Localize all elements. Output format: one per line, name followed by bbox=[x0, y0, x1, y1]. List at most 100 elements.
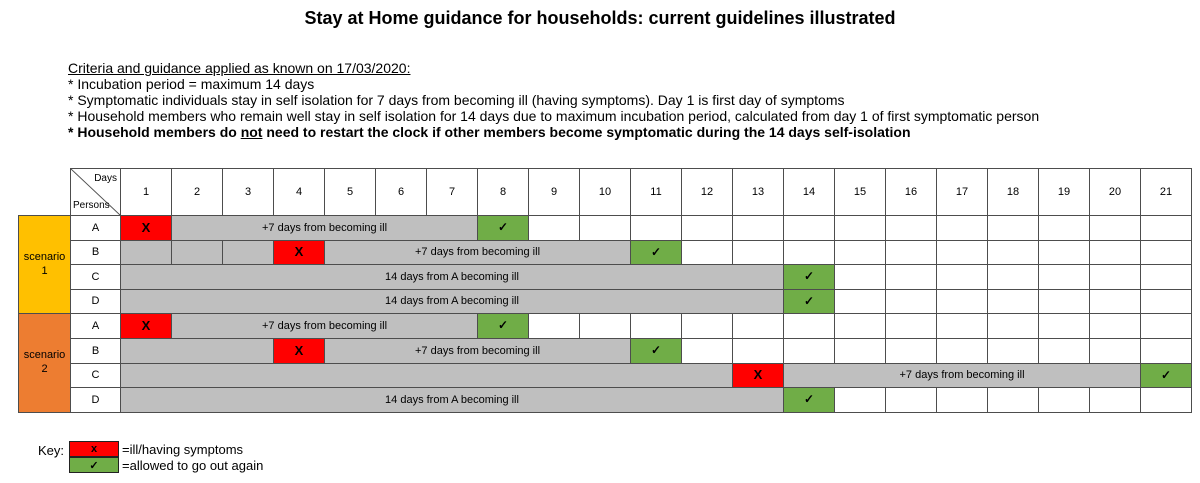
day-cell bbox=[1089, 289, 1141, 314]
day-cell bbox=[1089, 338, 1141, 364]
guidance-grid: Days Persons 1 2 3 4 5 6 7 8 9 10 11 12 13 14 15 16 17 18 19… bbox=[18, 168, 1193, 414]
day-cell bbox=[987, 387, 1039, 413]
segment-clear: ✓ bbox=[630, 338, 682, 364]
segment-isolation: +7 days from becoming ill bbox=[324, 338, 631, 364]
day-cell bbox=[630, 313, 682, 339]
day-header: 15 bbox=[834, 168, 886, 216]
person-label: B bbox=[70, 240, 121, 265]
day-header: 20 bbox=[1089, 168, 1141, 216]
corner-diagonal-line bbox=[71, 169, 120, 215]
day-cell bbox=[783, 240, 835, 265]
day-cell bbox=[834, 387, 886, 413]
person-label: C bbox=[70, 264, 121, 290]
day-header: 3 bbox=[222, 168, 274, 216]
segment-isolation bbox=[222, 240, 274, 265]
corner-persons-label: Persons bbox=[73, 200, 110, 211]
day-cell bbox=[987, 313, 1039, 339]
day-cell bbox=[1038, 387, 1090, 413]
day-cell bbox=[1038, 338, 1090, 364]
day-cell bbox=[834, 313, 886, 339]
day-cell bbox=[1140, 338, 1192, 364]
segment-clear: ✓ bbox=[477, 313, 529, 339]
day-cell bbox=[732, 240, 784, 265]
day-cell bbox=[1140, 387, 1192, 413]
day-header: 2 bbox=[171, 168, 223, 216]
criteria-bold-underlined: not bbox=[240, 124, 263, 140]
day-cell bbox=[681, 215, 733, 241]
key-entries: x =ill/having symptoms ✓ =allowed to go out… bbox=[69, 441, 263, 473]
day-header: 12 bbox=[681, 168, 733, 216]
day-header: 10 bbox=[579, 168, 631, 216]
day-cell bbox=[834, 338, 886, 364]
person-label: A bbox=[70, 313, 121, 339]
segment-clear: ✓ bbox=[783, 289, 835, 314]
day-cell bbox=[681, 240, 733, 265]
day-cell bbox=[834, 215, 886, 241]
scenario-label: scenario 1 bbox=[18, 215, 71, 314]
key-swatch-ill: x bbox=[69, 441, 120, 457]
day-header: 8 bbox=[477, 168, 529, 216]
criteria-bold-after: need to restart the clock if other membe… bbox=[262, 124, 911, 140]
day-header: 1 bbox=[120, 168, 172, 216]
day-cell bbox=[783, 215, 835, 241]
criteria-bullets: * Incubation period = maximum 14 days * S… bbox=[68, 76, 1039, 124]
segment-isolation bbox=[120, 240, 172, 265]
day-cell bbox=[936, 215, 988, 241]
day-header: 7 bbox=[426, 168, 478, 216]
day-cell bbox=[1038, 240, 1090, 265]
day-cell bbox=[528, 313, 580, 339]
day-cell bbox=[936, 264, 988, 290]
criteria-bullet: * Incubation period = maximum 14 days bbox=[68, 76, 315, 92]
criteria-bullet: * Symptomatic individuals stay in self i… bbox=[68, 92, 845, 108]
day-cell bbox=[1038, 264, 1090, 290]
day-cell bbox=[630, 215, 682, 241]
segment-clear: ✓ bbox=[630, 240, 682, 265]
day-cell bbox=[1140, 264, 1192, 290]
segment-ill: X bbox=[120, 215, 172, 241]
day-cell bbox=[1038, 313, 1090, 339]
corner-days-label: Days bbox=[94, 173, 117, 184]
segment-isolation: +7 days from becoming ill bbox=[171, 215, 478, 241]
person-label: D bbox=[70, 387, 121, 413]
day-header: 4 bbox=[273, 168, 325, 216]
criteria-heading: Criteria and guidance applied as known o… bbox=[68, 60, 411, 76]
day-cell bbox=[1089, 240, 1141, 265]
criteria-bold-before: * Household members do bbox=[68, 124, 241, 140]
days-persons-corner: Days Persons bbox=[70, 168, 121, 216]
criteria-bold-bullet: * Household members do not need to resta… bbox=[68, 124, 1039, 140]
day-header: 14 bbox=[783, 168, 835, 216]
key-entry: ✓ =allowed to go out again bbox=[69, 457, 263, 473]
segment-clear: ✓ bbox=[783, 264, 835, 290]
scenario-label: scenario 2 bbox=[18, 313, 71, 413]
day-cell bbox=[579, 313, 631, 339]
key-entry-text: =ill/having symptoms bbox=[122, 441, 244, 457]
criteria-bullet: * Household members who remain well stay… bbox=[68, 108, 1040, 124]
segment-clear: ✓ bbox=[477, 215, 529, 241]
segment-isolation bbox=[120, 338, 274, 364]
segment-isolation: 14 days from A becoming ill bbox=[120, 289, 784, 314]
day-cell bbox=[885, 264, 937, 290]
day-cell bbox=[1140, 289, 1192, 314]
day-header: 17 bbox=[936, 168, 988, 216]
day-cell bbox=[1038, 215, 1090, 241]
day-cell bbox=[681, 338, 733, 364]
day-header: 11 bbox=[630, 168, 682, 216]
day-cell bbox=[783, 338, 835, 364]
segment-isolation: +7 days from becoming ill bbox=[783, 363, 1141, 388]
key: Key: x =ill/having symptoms ✓ =allowed to g… bbox=[38, 441, 263, 473]
criteria-block: Criteria and guidance applied as known o… bbox=[68, 60, 1039, 140]
day-cell bbox=[936, 338, 988, 364]
day-header: 13 bbox=[732, 168, 784, 216]
day-cell bbox=[783, 313, 835, 339]
day-cell bbox=[1089, 387, 1141, 413]
day-cell bbox=[885, 387, 937, 413]
segment-ill: X bbox=[273, 338, 325, 364]
day-cell bbox=[1140, 215, 1192, 241]
segment-ill: X bbox=[120, 313, 172, 339]
key-label: Key: bbox=[38, 443, 65, 458]
segment-isolation bbox=[120, 363, 733, 388]
day-cell bbox=[885, 240, 937, 265]
key-swatch-clear: ✓ bbox=[69, 457, 120, 473]
day-header: 21 bbox=[1140, 168, 1192, 216]
